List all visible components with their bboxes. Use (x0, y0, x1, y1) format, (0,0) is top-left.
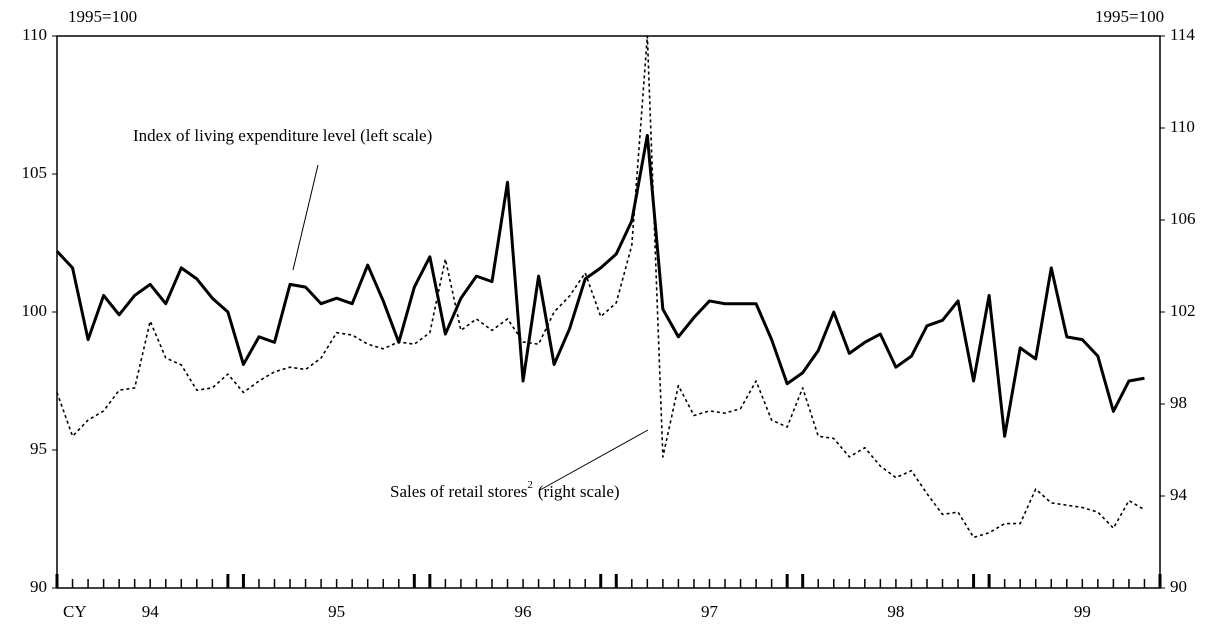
leader-line (292, 164, 319, 271)
annotation-sup: 2 (527, 479, 533, 491)
y-axis-unit: 1995=100 (68, 7, 137, 26)
x-axis-label: CY (63, 602, 87, 621)
y2-tick-label: 90 (1170, 577, 1187, 596)
series-line (55, 133, 1145, 438)
y2-tick-label: 94 (1170, 485, 1188, 504)
y-tick-label: 95 (30, 439, 47, 458)
annotation: Sales of retail stores2 (right scale) (390, 479, 620, 501)
x-tick-label: 99 (1074, 602, 1091, 621)
x-tick-label: 97 (701, 602, 719, 621)
series-line (56, 35, 1145, 539)
y-tick-label: 110 (22, 25, 47, 44)
x-tick-label: 94 (142, 602, 160, 621)
annotation: Index of living expenditure level (left … (133, 126, 432, 145)
x-tick-label: 96 (515, 602, 532, 621)
y-tick-label: 100 (22, 301, 48, 320)
y2-tick-label: 106 (1170, 209, 1196, 228)
y2-tick-label: 102 (1170, 301, 1196, 320)
y2-tick-label: 98 (1170, 393, 1187, 412)
y-tick-label: 90 (30, 577, 47, 596)
annotation-text: Sales of retail stores (390, 482, 527, 501)
y2-tick-label: 114 (1170, 25, 1195, 44)
y2-tick-label: 110 (1170, 117, 1195, 136)
y2-axis-unit: 1995=100 (1095, 7, 1164, 26)
x-tick-label: 95 (328, 602, 345, 621)
plot-frame (56, 35, 1161, 589)
y-tick-label: 105 (22, 163, 48, 182)
x-tick-label: 98 (887, 602, 904, 621)
annotation-text: (right scale) (538, 482, 620, 501)
leader-line (539, 429, 649, 491)
